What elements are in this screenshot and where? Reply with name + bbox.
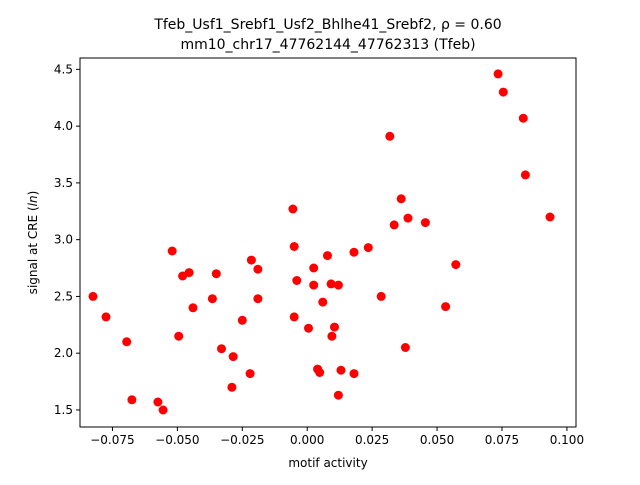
data-point-46 [403,213,413,223]
data-point-26 [309,263,319,273]
data-point-32 [326,279,336,289]
data-point-6 [167,246,177,256]
data-point-31 [323,251,332,261]
data-point-13 [217,344,226,354]
data-point-10 [188,303,198,313]
x-tick-label-2: −0.025 [220,433,264,447]
plot-frame [79,57,577,428]
data-point-49 [451,260,461,270]
points-layer [88,69,555,415]
data-point-34 [330,322,339,332]
data-point-11 [207,294,217,304]
data-point-17 [245,369,255,379]
data-point-37 [336,365,346,375]
data-point-1 [101,312,111,322]
data-point-39 [349,369,359,379]
data-point-33 [327,331,337,341]
data-point-30 [318,297,328,307]
y-tick-label-5: 4.0 [54,119,73,133]
x-tick-label-1: −0.050 [155,433,199,447]
data-point-22 [289,242,299,251]
data-point-12 [211,269,221,279]
x-tick-label-0: −0.075 [90,433,134,447]
data-point-29 [315,368,325,377]
data-point-18 [246,255,256,265]
data-point-54 [545,212,555,222]
data-point-45 [400,343,410,352]
data-point-15 [228,352,238,362]
data-point-40 [363,243,373,253]
data-point-14 [227,382,237,392]
y-tick-label-2: 2.5 [54,289,73,303]
x-tick-label-6: 0.075 [485,433,519,447]
y-tick-label-3: 3.0 [54,233,73,247]
data-point-7 [174,331,184,341]
data-point-48 [441,302,451,312]
data-point-35 [333,280,343,290]
chart-title-line2: mm10_chr17_47762144_47762313 (Tfeb) [180,37,475,53]
data-point-4 [153,397,163,407]
data-point-51 [498,87,508,97]
data-point-50 [493,69,503,79]
data-point-2 [122,337,132,347]
data-point-47 [420,218,430,228]
x-tick-label-4: 0.025 [355,433,389,447]
data-point-27 [309,280,319,290]
ticks-layer: −0.075 −0.050 −0.025 0.000 0.025 0.050 0.075 0.… [54,62,584,447]
data-point-24 [292,276,302,285]
data-point-16 [237,315,247,325]
y-tick-label-6: 4.5 [54,62,73,76]
x-tick-label-5: 0.050 [420,433,454,447]
y-axis-label: signal at CRE (ln) [26,191,40,295]
y-tick-label-0: 1.5 [54,403,73,417]
data-point-19 [253,264,263,274]
data-point-38 [349,247,359,257]
data-point-41 [376,291,386,301]
data-point-0 [88,291,98,301]
data-point-36 [333,390,343,400]
x-axis-label: motif activity [288,456,367,470]
data-point-52 [518,113,528,123]
data-point-44 [396,194,406,204]
data-point-5 [158,405,168,415]
data-point-42 [385,131,395,141]
data-point-3 [127,395,137,405]
y-tick-label-4: 3.5 [54,176,73,190]
data-point-20 [253,294,263,304]
data-point-23 [289,312,299,322]
data-point-21 [288,204,298,214]
x-tick-label-3: 0.000 [290,433,324,447]
data-point-25 [304,323,313,333]
data-point-43 [389,220,399,230]
y-tick-label-1: 2.0 [54,346,73,360]
chart-title-line1: Tfeb_Usf1_Srebf1_Usf2_Bhlhe41_Srebf2, ρ … [153,17,501,33]
x-tick-label-7: 0.100 [550,433,584,447]
data-point-9 [184,268,194,278]
data-point-53 [520,170,530,180]
